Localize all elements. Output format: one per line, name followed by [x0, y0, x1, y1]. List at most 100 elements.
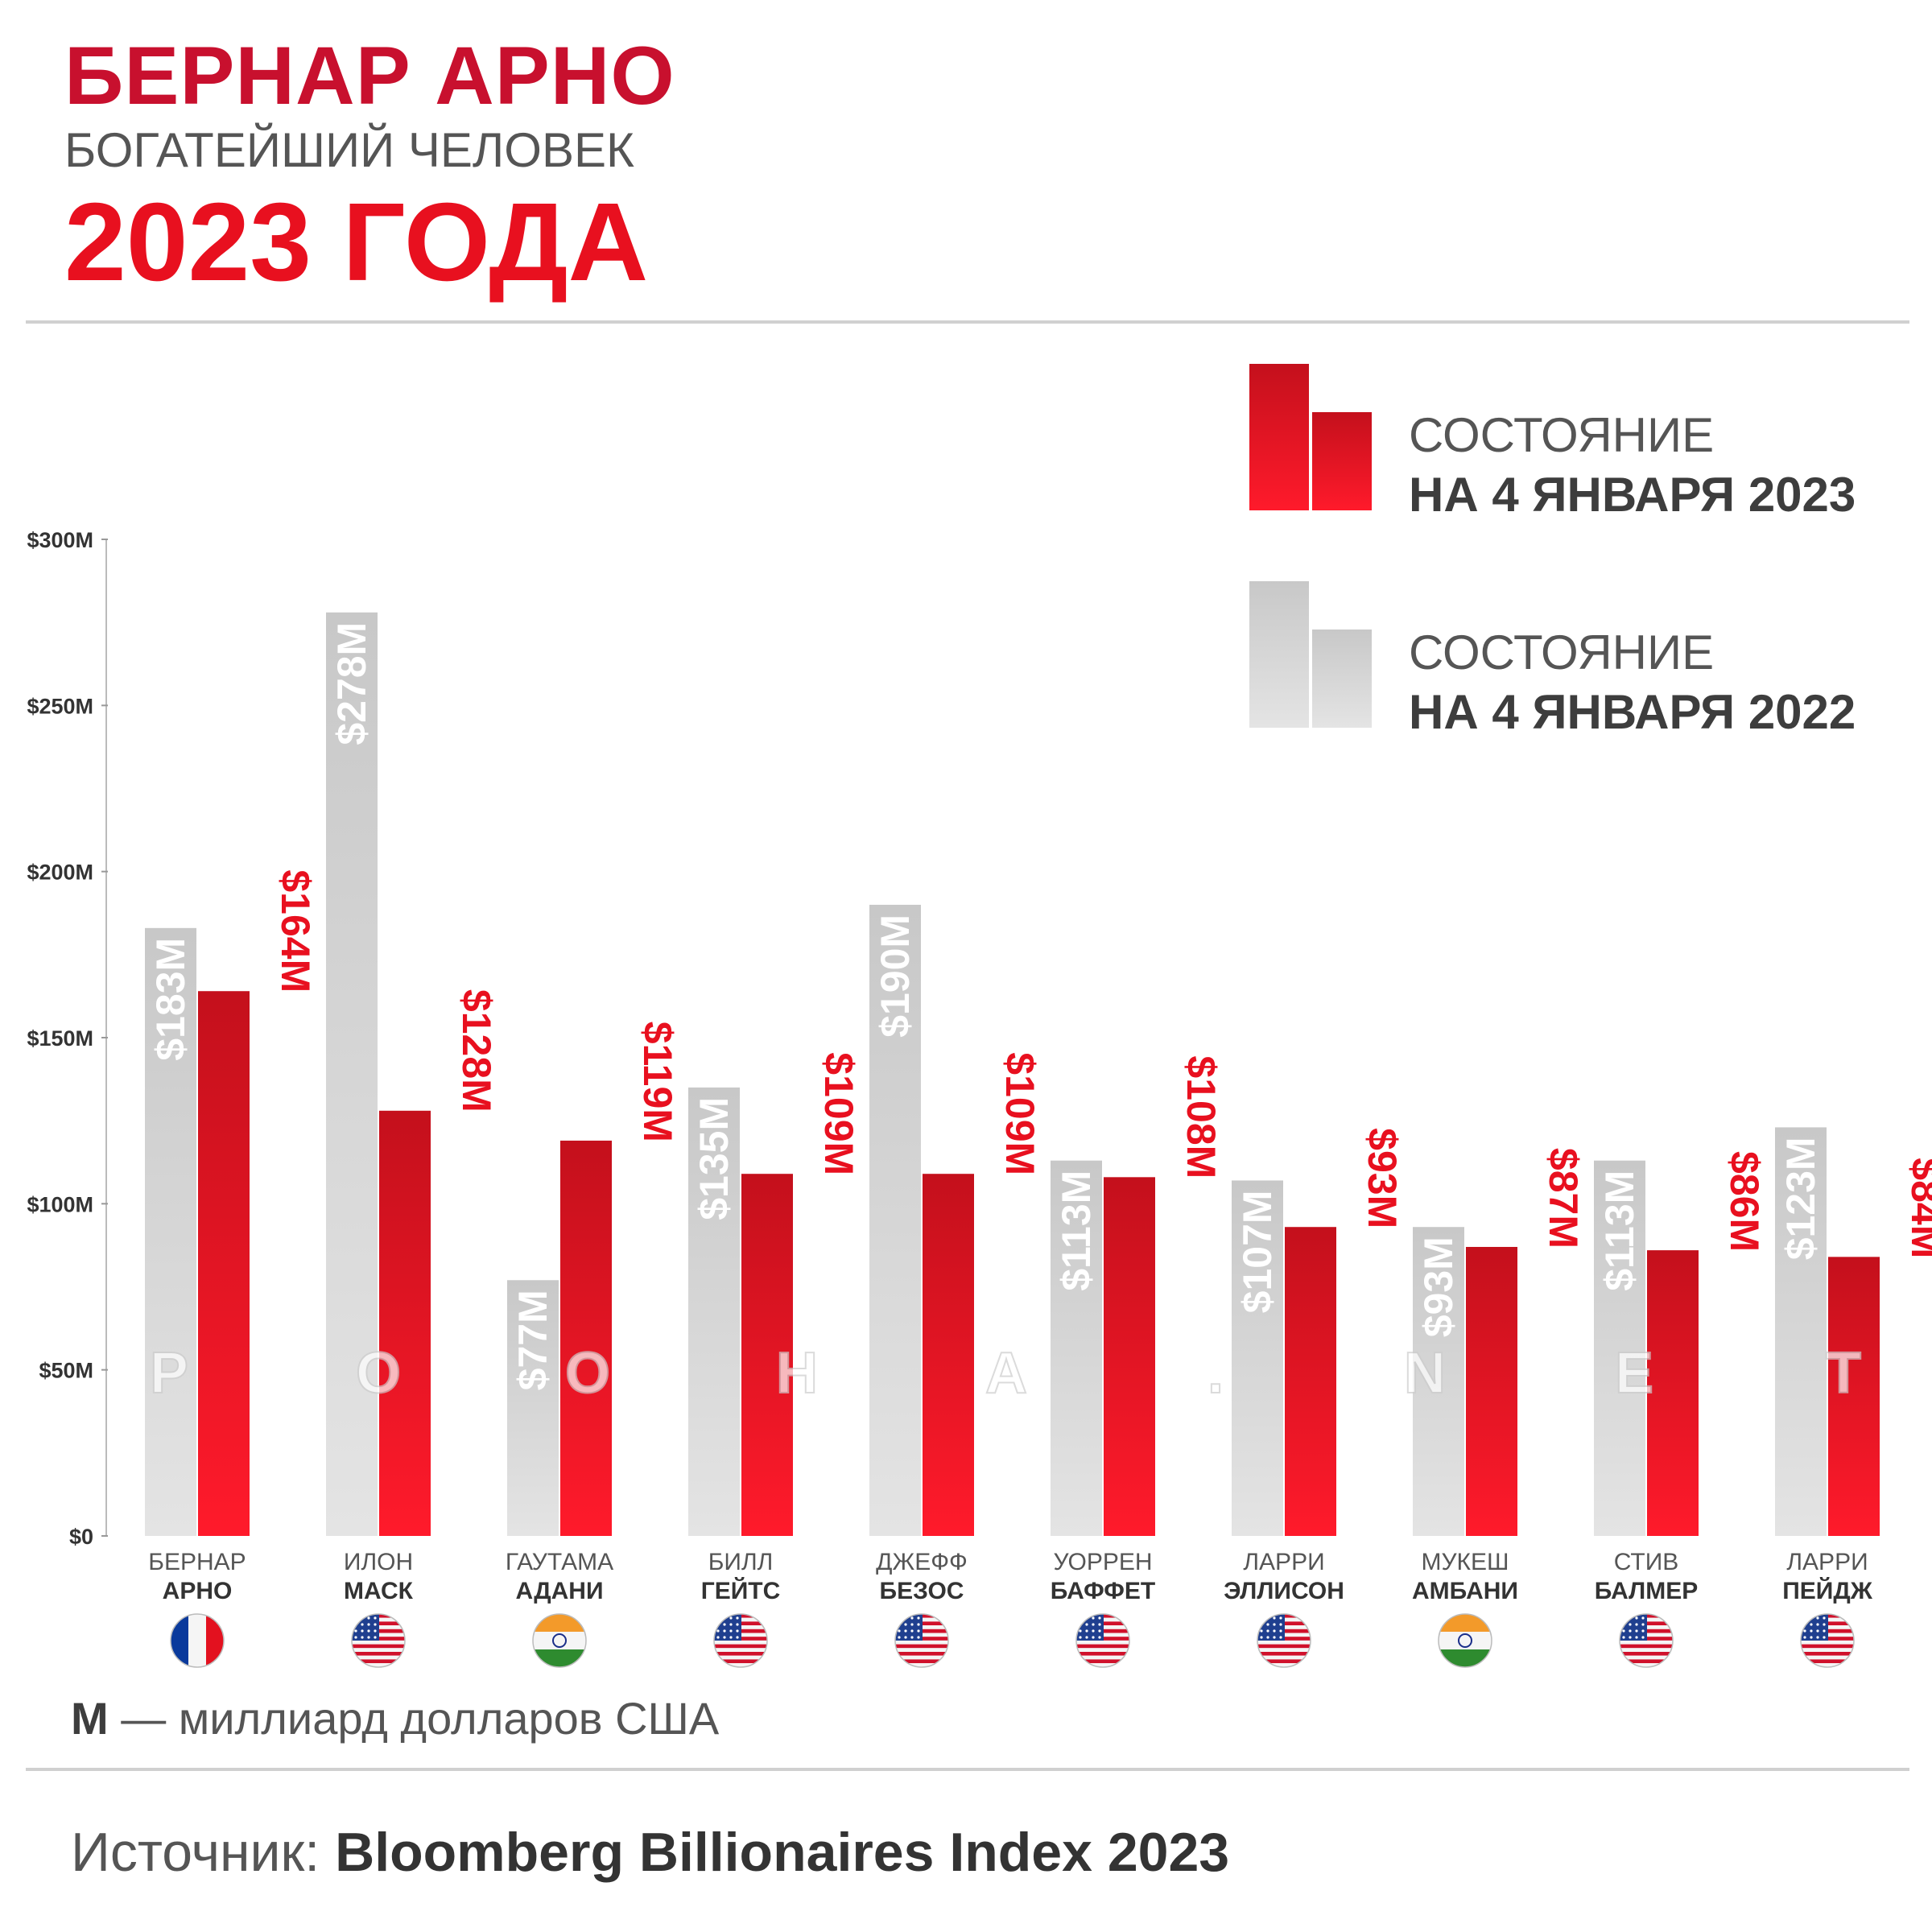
bar-2022: [1413, 1227, 1464, 1536]
bar-2023: [1285, 1227, 1336, 1536]
category-last-name: БЕЗОС: [880, 1578, 964, 1604]
bar-2023: [198, 991, 250, 1536]
flag-usa-icon: [1257, 1613, 1311, 1668]
flag-usa-icon: [713, 1613, 768, 1668]
category-first-name: СТИВ: [1614, 1549, 1679, 1575]
category-first-name: УОРРЕН: [1053, 1549, 1152, 1575]
bar-2023: [1647, 1250, 1699, 1536]
watermark-letter: O: [356, 1341, 401, 1406]
bar-2022: [1594, 1160, 1645, 1536]
category-first-name: БЕРНАР: [148, 1549, 246, 1575]
watermark-letter: .: [1208, 1341, 1224, 1406]
value-label-2022: $135М: [691, 1097, 737, 1220]
bar-2022: [869, 904, 921, 1536]
value-label-2023: $93М: [1360, 1128, 1405, 1228]
category-first-name: ЛАРРИ: [1243, 1549, 1324, 1575]
bar-2022: [145, 927, 196, 1536]
watermark-letter: H: [776, 1341, 818, 1406]
flag-usa-icon: [894, 1613, 949, 1668]
category-first-name: ЛАРРИ: [1786, 1549, 1868, 1575]
value-label-2022: $183М: [148, 938, 193, 1061]
y-tick-label: $250М: [27, 694, 93, 718]
bar-2023: [741, 1174, 793, 1536]
bar-2023: [923, 1174, 974, 1536]
y-tick-label: $200М: [27, 861, 93, 885]
value-label-2023: $84М: [1903, 1158, 1932, 1258]
bar-2023: [1104, 1177, 1155, 1536]
value-label-2022: $278М: [329, 622, 374, 745]
flag-usa-icon: [1800, 1613, 1855, 1668]
value-label-2023: $108М: [1179, 1055, 1224, 1179]
watermark-letter: O: [565, 1341, 610, 1406]
category-last-name: БАЛМЕР: [1595, 1578, 1699, 1604]
value-label-2023: $128М: [454, 989, 499, 1113]
flag-body: [1257, 1614, 1311, 1667]
flag-usa-icon: [351, 1613, 406, 1668]
unit-note: М — миллиард долларов США: [71, 1693, 720, 1744]
bar-2023: [1466, 1246, 1517, 1536]
watermark-letter: E: [1615, 1341, 1653, 1406]
flag-ring: [351, 1613, 406, 1668]
category-last-name: АМБАНИ: [1412, 1578, 1518, 1604]
legend-swatch-2022: [1249, 581, 1372, 728]
flag-ring: [1257, 1613, 1311, 1668]
y-tick-label: $50М: [39, 1359, 93, 1383]
legend-label-2022: СОСТОЯНИЕ НА 4 ЯНВАРЯ 2022: [1409, 625, 1856, 739]
flag-body: [1439, 1614, 1492, 1667]
bar-2022: [688, 1087, 740, 1536]
y-tick-label: $150М: [27, 1026, 93, 1051]
legend-label-2023: СОСТОЯНИЕ НА 4 ЯНВАРЯ 2023: [1409, 408, 1856, 522]
y-tick-label: $100М: [27, 1192, 93, 1216]
value-label-2022: $113М: [1054, 1170, 1099, 1291]
value-label-2022: $190М: [873, 914, 918, 1038]
value-label-2023: $109М: [997, 1052, 1042, 1175]
flag-india-icon: [1438, 1613, 1492, 1668]
category-first-name: ГАУТАМА: [506, 1549, 613, 1575]
category-last-name: АРНО: [163, 1578, 233, 1604]
bar-2023: [560, 1140, 612, 1536]
value-label-2023: $109М: [816, 1052, 861, 1175]
category-first-name: ДЖЕФФ: [876, 1549, 968, 1575]
value-label-2022: $77М: [510, 1290, 555, 1390]
category-last-name: МАСК: [344, 1578, 414, 1604]
y-tick-label: $300М: [27, 528, 93, 552]
watermark-letter: P: [150, 1341, 188, 1406]
bottom-divider: [26, 1768, 1909, 1771]
title-line-1: БЕРНАР АРНО: [64, 30, 675, 122]
watermark-letter: A: [985, 1341, 1027, 1406]
y-tick-label: $0: [69, 1525, 93, 1549]
bar-2022: [1775, 1127, 1827, 1536]
value-label-2023: $86М: [1722, 1151, 1767, 1252]
value-label-2022: $113М: [1597, 1170, 1642, 1291]
bar-2022: [1232, 1180, 1283, 1536]
flag-france-icon: [170, 1613, 225, 1668]
bar-chart: $0 $50М $100М $150М $200М $250М $300М P O O H A. N E…: [27, 528, 1932, 1668]
flag-body: [171, 1614, 224, 1667]
category-last-name: ГЕЙТС: [701, 1577, 781, 1604]
category-last-name: ПЕЙДЖ: [1782, 1577, 1873, 1604]
flag-ring: [1619, 1613, 1674, 1668]
bar-2022: [1051, 1160, 1102, 1536]
category-first-name: БИЛЛ: [708, 1549, 774, 1575]
flag-body: [533, 1614, 586, 1667]
flag-ring: [532, 1613, 587, 1668]
bar-2022: [507, 1280, 559, 1536]
watermark-letter: N: [1404, 1341, 1446, 1406]
flag-body: [1076, 1614, 1129, 1667]
bar-2022: [326, 612, 378, 1537]
watermark-letter: T: [1826, 1341, 1861, 1406]
category-last-name: АДАНИ: [515, 1578, 603, 1604]
value-label-2023: $164М: [273, 869, 318, 993]
flag-india-icon: [532, 1613, 587, 1668]
category-first-name: ИЛОН: [344, 1549, 413, 1575]
legend-swatch-2023: [1249, 364, 1372, 510]
value-label-2023: $119М: [635, 1022, 680, 1142]
flag-ring: [1075, 1613, 1130, 1668]
value-label-2022: $93М: [1416, 1236, 1461, 1337]
bar-2023: [1828, 1257, 1880, 1536]
value-label-2022: $123М: [1778, 1137, 1823, 1260]
category-last-name: ЭЛЛИСОН: [1224, 1578, 1344, 1604]
category-last-name: БАФФЕТ: [1051, 1578, 1156, 1604]
flag-body: [895, 1614, 948, 1667]
category-first-name: МУКЕШ: [1421, 1549, 1509, 1575]
